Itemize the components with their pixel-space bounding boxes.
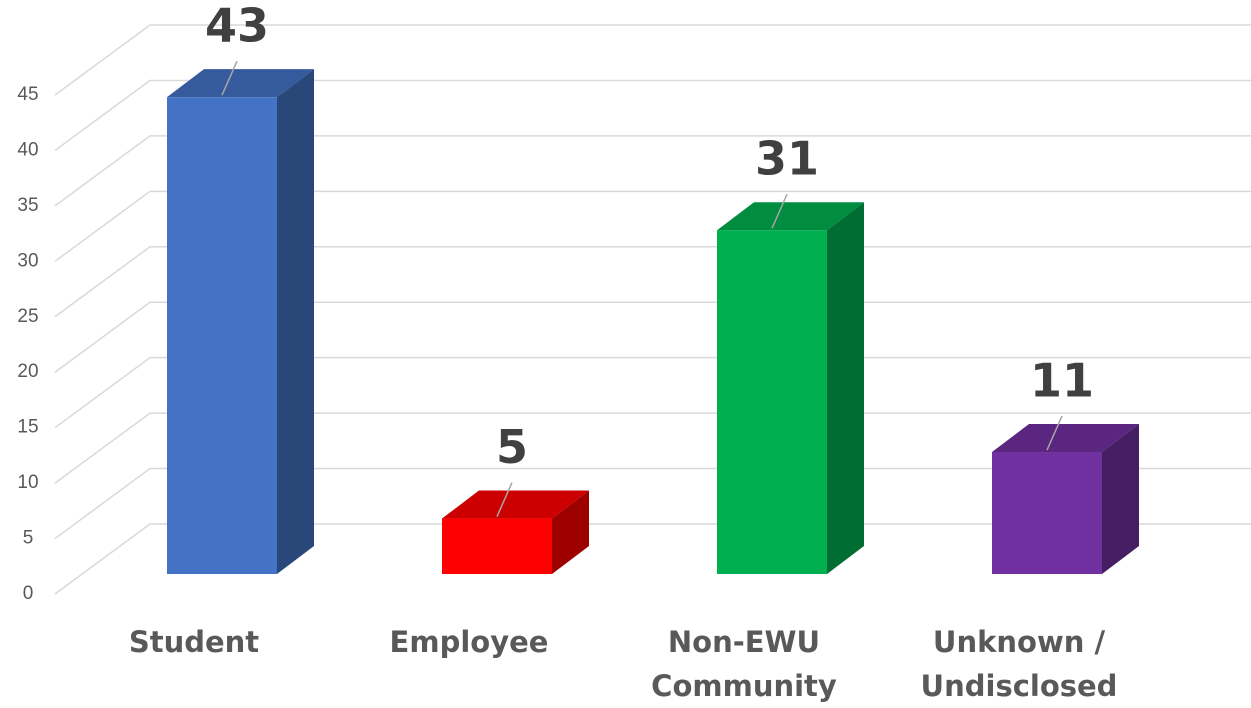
x-tick-label: Student — [128, 625, 260, 659]
grid-line — [54, 190, 1251, 262]
data-label: 43 — [205, 0, 269, 53]
y-tick-label: 45 — [17, 84, 38, 105]
y-tick-label: 20 — [17, 361, 38, 382]
x-tick-label: Unknown / Undisclosed — [920, 625, 1118, 703]
bar — [442, 518, 552, 574]
y-tick-label: 10 — [17, 472, 38, 493]
y-tick-label: 40 — [17, 139, 38, 160]
leader-line — [1046, 415, 1063, 451]
leader-line — [496, 482, 513, 517]
bar-top — [442, 490, 589, 519]
x-tick-label: Employee — [389, 625, 549, 659]
bar — [717, 230, 827, 574]
bar-side — [552, 490, 589, 574]
bar — [167, 97, 277, 574]
y-tick-label: 15 — [17, 417, 38, 438]
data-label: 11 — [1030, 354, 1094, 408]
bar-top — [167, 69, 314, 98]
grid-line — [54, 412, 1251, 484]
bar-side — [1102, 424, 1139, 574]
x-tick-label: Non-EWU Community — [651, 625, 837, 703]
bar — [992, 452, 1102, 574]
y-tick-label: 0 — [23, 583, 34, 604]
y-tick-label: 30 — [17, 250, 38, 271]
y-tick-label: 35 — [17, 195, 38, 216]
y-tick-label: 5 — [23, 528, 34, 549]
grid-line — [54, 467, 1251, 540]
y-tick-label: 25 — [17, 306, 38, 327]
bar-top — [717, 202, 864, 231]
grid-line — [54, 135, 1251, 207]
bar-side — [827, 202, 864, 574]
leader-line — [771, 193, 788, 229]
grid-line — [54, 523, 1251, 595]
leader-line — [221, 60, 238, 96]
bar-top — [992, 424, 1139, 453]
grid-line — [54, 246, 1251, 318]
grid-line — [54, 79, 1251, 152]
bar-side — [277, 69, 314, 574]
data-label: 5 — [496, 420, 528, 474]
data-label: 31 — [755, 132, 819, 186]
grid-line — [54, 356, 1251, 429]
grid-line — [54, 301, 1251, 373]
grid-line — [54, 24, 1251, 96]
